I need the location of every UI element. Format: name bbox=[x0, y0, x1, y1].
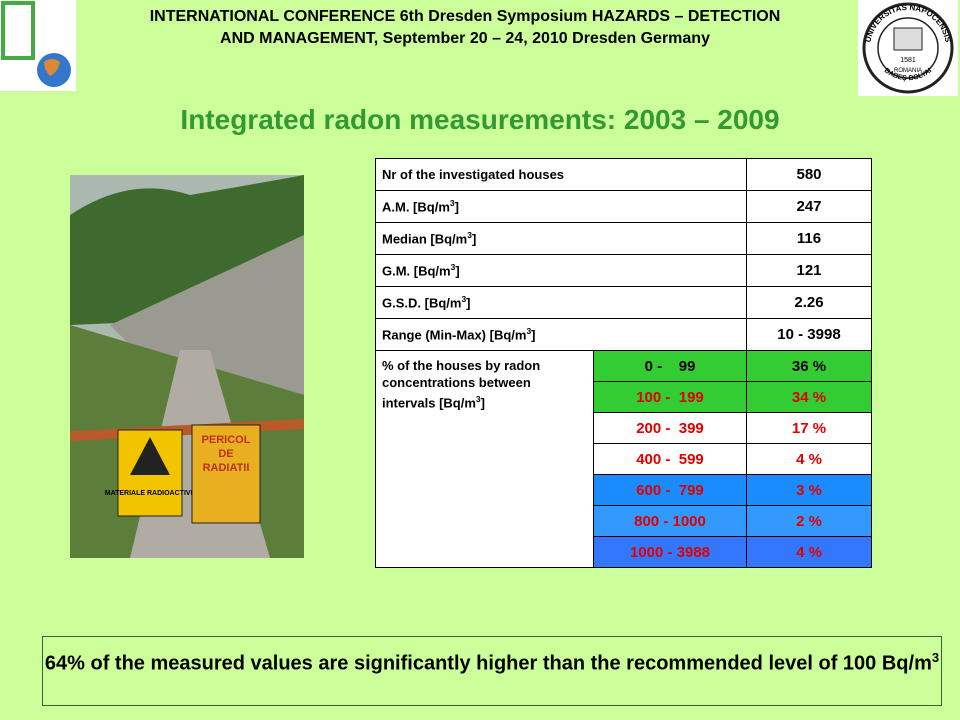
conclusion-text: 64% of the measured values are significa… bbox=[44, 652, 932, 675]
superscript: 3 bbox=[467, 230, 472, 241]
interval-row: 800 - 1000 2 % bbox=[376, 505, 872, 537]
interval-range: 1000 - 3988 bbox=[593, 536, 747, 568]
label-text: ] bbox=[531, 327, 536, 343]
interval-row: 600 - 799 3 % bbox=[376, 474, 872, 506]
label-text: G.S.D. [Bq/m bbox=[382, 295, 462, 311]
header-line: AND MANAGEMENT, September 20 – 24, 2010 … bbox=[220, 30, 710, 47]
label-text: Median [Bq/m bbox=[382, 231, 468, 247]
row-value: 116 bbox=[746, 222, 872, 255]
seal-country: ROMANIA bbox=[894, 68, 922, 74]
row-value: 2.26 bbox=[746, 286, 872, 319]
table-row: A.M. [Bq/m3] 247 bbox=[375, 190, 872, 223]
table-row: G.M. [Bq/m3] 121 bbox=[375, 254, 872, 287]
label-text: A.M. [Bq/m bbox=[382, 199, 450, 215]
interval-range: 100 - 199 bbox=[593, 381, 747, 413]
interval-percent: 34 % bbox=[746, 381, 872, 413]
radon-table: Nr of the investigated houses 580 A.M. [Bq… bbox=[375, 158, 872, 568]
superscript: 3 bbox=[526, 326, 532, 337]
interval-range: 600 - 799 bbox=[593, 474, 747, 506]
row-value: 247 bbox=[746, 190, 872, 223]
superscript: 3 bbox=[931, 650, 940, 665]
university-seal: UNIVERSITAS NAPOCENSIS BABEŞ-BOLYAI 1581… bbox=[858, 0, 958, 96]
table-row: Range (Min-Max) [Bq/m3] 10 - 3998 bbox=[375, 318, 872, 351]
interval-range: 0 - 99 bbox=[593, 350, 747, 382]
table-body: Nr of the investigated houses 580 A.M. [Bq… bbox=[375, 158, 872, 568]
table-row: G.S.D. [Bq/m3] 2.26 bbox=[375, 286, 872, 319]
interval-percent: 3 % bbox=[746, 474, 872, 506]
label-text: Nr of the investigated houses bbox=[382, 167, 565, 182]
interval-row: 400 - 599 4 % bbox=[376, 443, 872, 475]
sign-text: PERICOL bbox=[202, 434, 251, 446]
photo: MATERIALE RADIOACTIVE PERICOL DE RADIATI… bbox=[70, 175, 304, 558]
interval-percent: 4 % bbox=[746, 443, 872, 475]
row-value: 580 bbox=[746, 158, 872, 191]
interval-range: 200 - 399 bbox=[593, 412, 747, 444]
label-text: ] bbox=[480, 395, 485, 411]
sign-text: MATERIALE RADIOACTIVE bbox=[105, 490, 196, 497]
interval-percent: 17 % bbox=[746, 412, 872, 444]
interval-row: 1000 - 3988 4 % bbox=[376, 536, 872, 568]
row-label: G.S.D. [Bq/m3] bbox=[375, 286, 747, 319]
intervals-label: % of the houses by radon concentrations … bbox=[375, 350, 594, 568]
conclusion-box: 64% of the measured values are significa… bbox=[42, 636, 942, 706]
row-label: Median [Bq/m3] bbox=[375, 222, 747, 255]
superscript: 3 bbox=[475, 394, 481, 404]
row-label: A.M. [Bq/m3] bbox=[375, 190, 747, 223]
label-text: ] bbox=[466, 295, 471, 311]
label-text: ] bbox=[471, 231, 477, 247]
sign-text: DE bbox=[218, 448, 233, 460]
superscript: 3 bbox=[449, 198, 455, 209]
interval-row: 200 - 399 17 % bbox=[376, 412, 872, 444]
table-row: Median [Bq/m3] 116 bbox=[375, 222, 872, 255]
row-label: Range (Min-Max) [Bq/m3] bbox=[375, 318, 747, 351]
label-text: ] bbox=[455, 263, 460, 279]
superscript: 3 bbox=[461, 294, 467, 305]
interval-range: 800 - 1000 bbox=[593, 505, 747, 537]
interval-percent: 2 % bbox=[746, 505, 872, 537]
label-text: Range (Min-Max) [Bq/m bbox=[382, 327, 527, 343]
interval-row: 100 - 199 34 % bbox=[376, 381, 872, 413]
conference-logo bbox=[0, 0, 76, 91]
row-label: G.M. [Bq/m3] bbox=[375, 254, 747, 287]
interval-percent: 4 % bbox=[746, 536, 872, 568]
label-text: ] bbox=[454, 199, 459, 215]
label-text: G.M. [Bq/m bbox=[382, 263, 451, 279]
row-label: Nr of the investigated houses bbox=[375, 158, 747, 191]
row-value: 121 bbox=[746, 254, 872, 287]
superscript: 3 bbox=[450, 262, 456, 273]
sign-text: RADIATII bbox=[203, 462, 250, 474]
seal-year: 1581 bbox=[900, 57, 916, 64]
interval-range: 400 - 599 bbox=[593, 443, 747, 475]
interval-row: % of the houses by radon concentrations … bbox=[375, 350, 872, 568]
label-text: % of the houses by radon concentrations … bbox=[382, 358, 541, 411]
row-value: 10 - 3998 bbox=[746, 318, 872, 351]
header-line: INTERNATIONAL CONFERENCE 6th Dresden Sym… bbox=[149, 8, 781, 25]
slide-title: Integrated radon measurements: 2003 – 20… bbox=[180, 104, 780, 135]
interval-percent: 36 % bbox=[746, 350, 872, 382]
table-row: Nr of the investigated houses 580 bbox=[375, 158, 872, 191]
conference-header: INTERNATIONAL CONFERENCE 6th Dresden Sym… bbox=[90, 6, 840, 50]
